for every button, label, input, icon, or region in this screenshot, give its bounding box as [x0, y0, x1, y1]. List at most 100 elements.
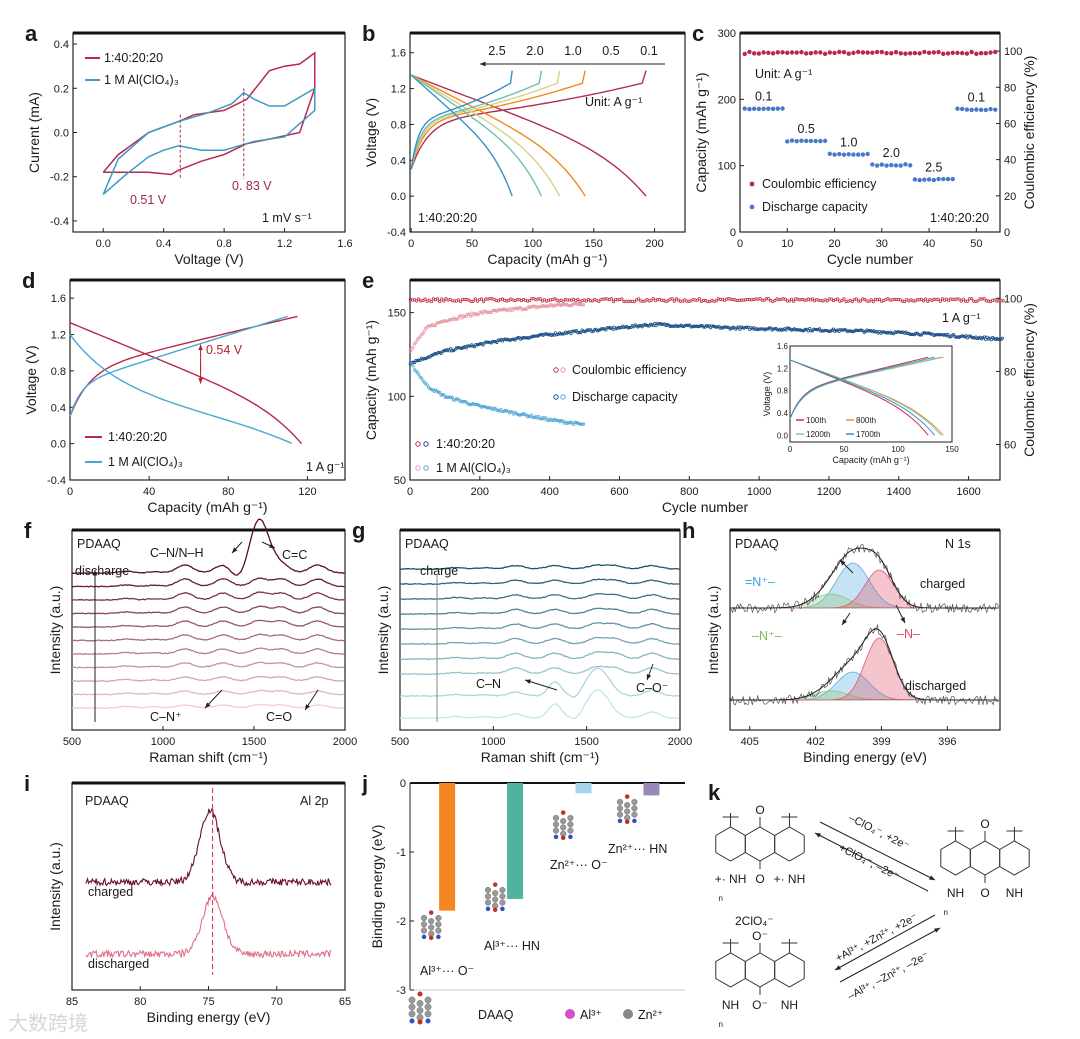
cycle-point	[425, 383, 429, 387]
capacity-point	[742, 106, 747, 111]
capacity-point	[756, 106, 762, 112]
cycle-point	[505, 338, 509, 342]
x-tick-label: 500	[391, 736, 409, 748]
cycle-point	[516, 336, 520, 340]
cycle-point	[466, 312, 470, 316]
x-tick-label: 65	[339, 996, 351, 1008]
panel-letter: a	[25, 21, 38, 46]
sample-label: 1:40:20:20	[930, 211, 989, 225]
capacity-point	[898, 163, 903, 168]
cycle-point	[538, 332, 542, 337]
cycle-point	[976, 299, 980, 303]
ce-point	[950, 50, 955, 55]
cycle-point	[741, 326, 745, 330]
cycle-point	[764, 327, 769, 331]
unit-label: Unit: A g⁻¹	[585, 95, 642, 109]
cycle-point	[421, 332, 425, 336]
y2-axis-label: Coulombic efficiency (%)	[1021, 303, 1037, 457]
bar-0	[439, 783, 456, 911]
capacity-point	[922, 177, 927, 182]
cycle-point	[695, 298, 699, 302]
charge-curve-0.5	[410, 70, 586, 170]
x-tick-label: 0	[67, 486, 73, 498]
cycle-point	[560, 332, 565, 336]
cycle-point	[452, 398, 456, 402]
cycle-point	[509, 410, 513, 414]
capacity-point	[959, 106, 965, 112]
cycle-point	[414, 359, 418, 363]
cycle-point	[519, 413, 523, 417]
reaction-condition: +Al³⁺, +Zn²⁺, +2e⁻	[834, 911, 920, 964]
cycle-point	[454, 346, 459, 350]
legend-label: 1 M Al(ClO₄)₃	[436, 461, 511, 475]
x-tick-label: 1.2	[277, 238, 292, 250]
cycle-point	[762, 298, 766, 302]
panel-f: f 500 1000 1500 2000 Raman shift (cm⁻¹) Intens…	[24, 518, 357, 765]
legend-label: Coulombic efficiency	[762, 177, 877, 191]
capacity-point	[879, 162, 885, 167]
y-tick-label: 1.6	[51, 293, 66, 305]
raman-spectrum	[399, 636, 680, 646]
cycle-point	[854, 297, 859, 301]
cycle-point	[457, 314, 461, 318]
arrow-head	[900, 617, 905, 623]
cycle-point	[467, 298, 471, 302]
cycle-point	[581, 422, 586, 426]
panel-b: b 0 50 100 150 200 -0.4 0.0 0.4 0.8 1.2 1.6 Capacity…	[362, 21, 686, 267]
cycle-point	[442, 299, 446, 303]
molecule-model	[420, 910, 442, 941]
capacity-point	[794, 138, 799, 144]
cycle-point	[473, 297, 477, 301]
cycle-point	[436, 320, 440, 325]
capacity-point	[889, 162, 894, 168]
cycle-point	[414, 340, 418, 345]
cycle-point	[475, 299, 479, 303]
capacity-point	[974, 107, 979, 112]
arrow-head	[205, 702, 211, 708]
capacity-point	[903, 162, 908, 167]
ring	[744, 952, 776, 988]
cycle-point	[873, 330, 877, 334]
cycle-point	[580, 422, 584, 426]
y2-tick-label: 80	[1004, 82, 1016, 94]
capacity-point	[926, 177, 932, 182]
cycle-point	[467, 312, 471, 316]
cycle-point	[815, 327, 819, 332]
panel-letter: h	[682, 518, 695, 543]
cycle-point	[577, 302, 581, 307]
x-tick-label: 1000	[151, 736, 175, 748]
cycle-point	[587, 328, 591, 332]
raman-spectrum	[71, 647, 345, 656]
cycle-point	[489, 310, 493, 315]
y-tick-label: -2	[396, 916, 406, 928]
legend-marker	[560, 394, 566, 400]
cycle-point	[512, 306, 516, 310]
x-tick-label: 1400	[887, 486, 911, 498]
capacity-point	[789, 138, 795, 143]
discharge-curve	[69, 334, 292, 444]
y-axis-label: Binding energy (eV)	[369, 825, 385, 949]
arrow-head	[840, 560, 846, 566]
cycle-point	[474, 402, 478, 407]
cycle-point	[590, 329, 594, 334]
cycle-point	[426, 355, 431, 359]
cycle-point	[789, 297, 794, 301]
cycle-point	[882, 330, 886, 334]
ce-point	[742, 51, 747, 57]
raman-spectrum	[399, 667, 680, 698]
panel-letter: d	[22, 268, 35, 293]
capacity-point	[941, 176, 946, 182]
inset-legend-label: 100th	[806, 416, 826, 425]
xps-spectrum-charged	[85, 808, 332, 887]
cycle-point	[758, 297, 762, 301]
inset-charge-1200th	[789, 356, 942, 419]
charge-curve	[69, 315, 298, 417]
cycle-point	[903, 299, 907, 304]
y-tick-label: 50	[394, 475, 406, 487]
cycle-point	[970, 335, 974, 339]
cycle-point	[495, 340, 499, 344]
y-axis-label: Intensity (a.u.)	[705, 586, 721, 675]
component-peak	[782, 637, 924, 701]
raman-spectrum	[399, 665, 680, 676]
capacity-point	[945, 176, 951, 182]
